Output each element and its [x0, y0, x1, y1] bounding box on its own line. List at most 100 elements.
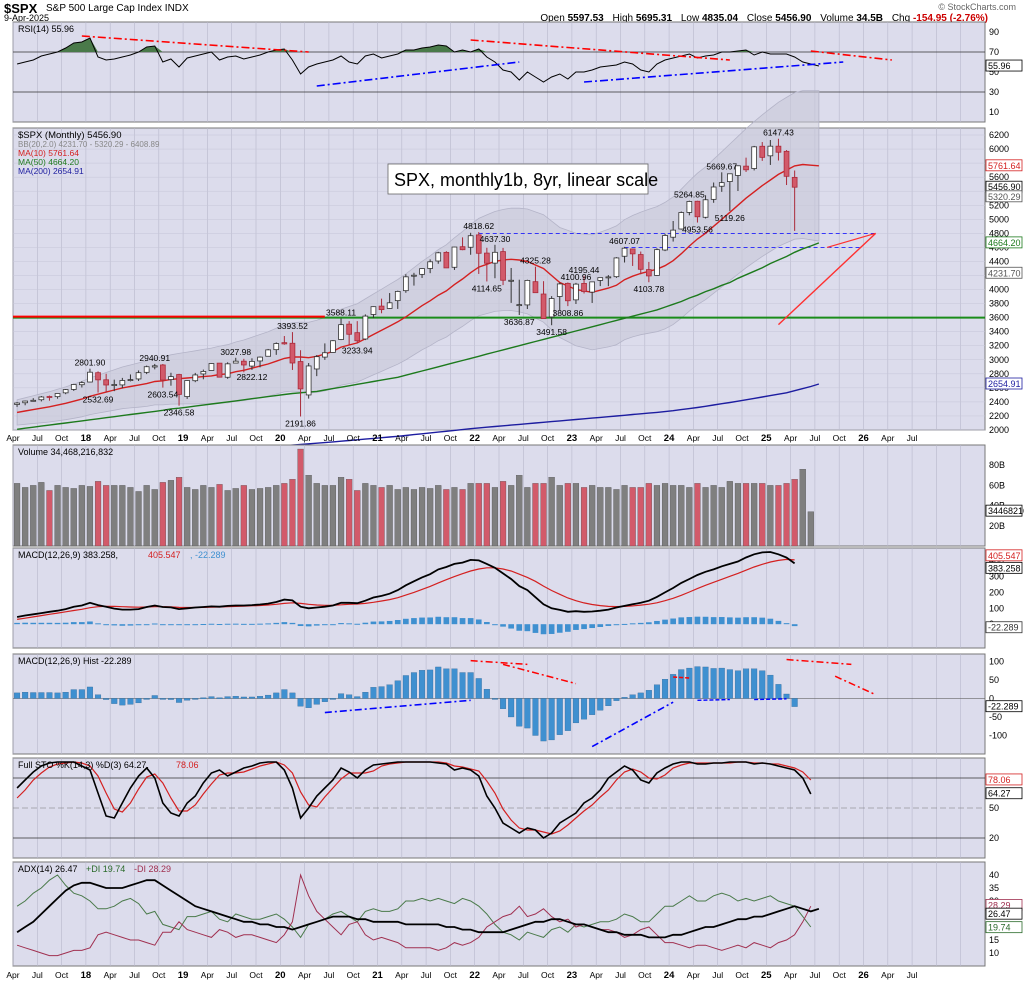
volume-bar	[273, 485, 280, 547]
hist-bar	[508, 698, 515, 718]
macd-hist-bar	[176, 624, 182, 626]
volume-bar	[86, 486, 94, 547]
macd-hist-bar	[386, 620, 393, 625]
price-x-tick: Apr	[590, 433, 603, 443]
candle-body	[727, 173, 733, 182]
candle-body	[257, 356, 263, 362]
price-annotation: 2603.54	[147, 390, 178, 400]
candle-body	[621, 247, 628, 257]
macd-hist-bar	[646, 622, 652, 625]
price-value-label: 5456.90	[988, 182, 1021, 192]
macd-hist-value-label-box	[985, 700, 1023, 713]
hist-bar	[208, 696, 215, 699]
price-x-tick: 21	[372, 433, 383, 444]
bottom-x-tick: Oct	[735, 970, 749, 980]
hist-bar	[459, 672, 466, 699]
candle-body	[548, 298, 555, 318]
hist-bar	[500, 698, 507, 709]
price-x-tick: 26	[858, 433, 869, 444]
candle-body	[281, 342, 288, 345]
macd-hist-bar	[556, 624, 563, 633]
volume-value: 34.5B	[856, 13, 884, 24]
volume-bar	[224, 490, 231, 547]
candle-body	[103, 379, 109, 386]
bottom-x-tick: Apr	[590, 970, 603, 980]
price-annotation: 4637.30	[480, 234, 511, 244]
price-annotation: 4195.44	[569, 265, 600, 275]
volume-bar	[726, 481, 733, 547]
volume-bar	[799, 469, 806, 547]
macd-hist-bar	[313, 624, 320, 626]
candle-body	[95, 372, 101, 381]
hist-bar	[22, 691, 29, 699]
hist-bar	[143, 698, 150, 700]
candle-body	[492, 251, 498, 264]
volume-tick-label: 80B	[989, 460, 1005, 470]
macd-hist-tick-label: -100	[989, 730, 1007, 740]
candle-body	[62, 389, 69, 394]
volume-bar	[807, 511, 814, 547]
macd-tick-label: 100	[989, 603, 1004, 613]
volume-bar	[767, 485, 774, 547]
bottom-x-tick: 21	[372, 970, 383, 981]
hist-bar	[532, 698, 539, 736]
bottom-x-tick: Oct	[152, 970, 166, 980]
hist-bar	[475, 678, 482, 699]
hist-bar	[103, 698, 110, 700]
macd-hist-bar	[38, 622, 45, 625]
volume-bar	[775, 485, 782, 547]
volume-label: Volume	[820, 13, 854, 24]
price-annotation: 2940.91	[139, 353, 170, 363]
hist-bar	[151, 695, 158, 699]
macd-hist-tick-label: 0	[989, 693, 994, 703]
macd-hist-bar	[467, 618, 474, 625]
volume-bar	[532, 483, 539, 547]
candle-body	[127, 379, 134, 381]
price-x-tick: Jul	[129, 433, 140, 443]
macd-hist-bar	[224, 623, 231, 625]
price-x-tick: Jul	[323, 433, 334, 443]
volume-bar	[451, 487, 458, 547]
hist-bar	[483, 689, 490, 699]
adx-minus-di-value: -DI 28.29	[134, 864, 171, 874]
bottom-x-tick: Jul	[226, 970, 237, 980]
candle-body	[532, 281, 539, 294]
hist-bar	[524, 698, 531, 729]
candle-body	[710, 186, 717, 200]
volume-bar	[613, 489, 620, 547]
candle-body	[751, 146, 757, 169]
candle-body	[556, 283, 563, 297]
macd-hist-bar	[362, 622, 369, 625]
hist-bar	[670, 674, 677, 699]
hist-bar	[467, 672, 474, 699]
volume-bar	[459, 489, 466, 547]
volume-bar	[686, 487, 693, 547]
volume-bar	[135, 491, 142, 547]
hist-bar	[232, 696, 239, 699]
price-x-tick: Oct	[833, 433, 847, 443]
bottom-x-tick: Apr	[687, 970, 700, 980]
price-legend-title: $SPX (Monthly) 5456.90	[18, 130, 122, 141]
candle-body	[694, 200, 701, 218]
volume-bar	[678, 485, 685, 547]
macd-hist-bar	[249, 623, 255, 625]
candle-body	[265, 349, 271, 357]
chart-title: SPX, monthly1b, 8yr, linear scale	[394, 170, 658, 190]
hist-bar	[281, 689, 288, 699]
price-x-tick: Apr	[881, 433, 894, 443]
price-x-tick: Apr	[104, 433, 117, 443]
price-tick-label: 3800	[989, 299, 1009, 309]
macd-hist-bar	[637, 622, 644, 625]
hist-bar	[702, 666, 709, 699]
hist-bar	[192, 698, 199, 700]
adx-tick-label: 10	[989, 948, 999, 958]
macd-hist-bar	[791, 624, 798, 627]
macd-hist-bar	[354, 623, 361, 625]
volume-bar	[540, 483, 547, 547]
candle-body	[338, 324, 344, 340]
macd-hist-bar	[192, 624, 199, 626]
hist-bar	[629, 694, 636, 699]
price-tick-label: 2000	[989, 425, 1009, 435]
volume-bar	[143, 485, 150, 547]
price-x-tick: Oct	[347, 433, 361, 443]
